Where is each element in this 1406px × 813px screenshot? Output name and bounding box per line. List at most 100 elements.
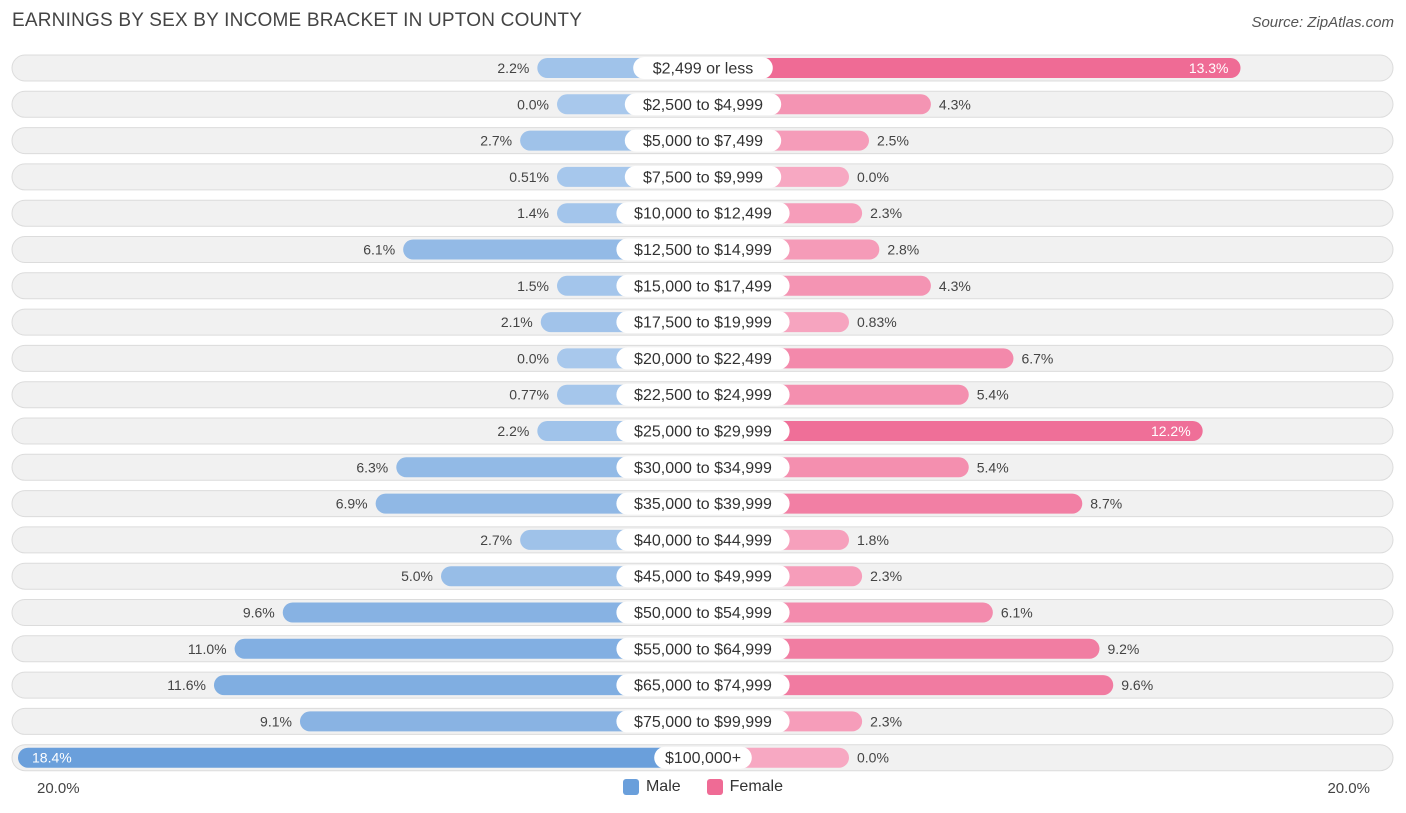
female-value-label: 2.5% [877, 133, 909, 149]
male-bar [213, 675, 703, 696]
female-value-label: 2.3% [870, 568, 902, 584]
female-bar [703, 493, 1083, 514]
male-bar [299, 711, 703, 732]
category-label: $35,000 to $39,999 [634, 496, 772, 513]
male-value-label: 6.1% [363, 242, 395, 258]
category-label: $7,500 to $9,999 [643, 169, 763, 186]
male-value-label: 11.0% [188, 641, 227, 657]
male-value-label: 9.6% [243, 605, 275, 621]
chart-title: EARNINGS BY SEX BY INCOME BRACKET IN UPT… [12, 10, 583, 31]
male-value-label: 5.0% [401, 568, 433, 584]
category-label: $2,500 to $4,999 [643, 97, 763, 114]
female-value-label: 12.2% [1151, 423, 1191, 439]
legend-label-female: Female [729, 778, 784, 795]
category-pill [624, 165, 782, 188]
female-value-label: 6.7% [1021, 350, 1053, 366]
category-label: $17,500 to $19,999 [634, 315, 772, 332]
female-value-label: 5.4% [977, 387, 1009, 403]
category-pill [616, 347, 790, 370]
female-value-label: 9.2% [1107, 641, 1139, 657]
male-value-label: 2.2% [497, 423, 529, 439]
category-pill [616, 710, 790, 733]
category-pill [616, 601, 790, 624]
male-value-label: 1.5% [517, 278, 549, 294]
female-value-label: 8.7% [1090, 496, 1122, 512]
male-value-label: 0.51% [509, 169, 549, 185]
female-bar [703, 421, 1203, 441]
category-pill [624, 129, 782, 152]
female-value-label: 4.3% [939, 96, 971, 112]
chart-canvas: $2,499 or less 2.2% 13.3% $2,500 to $4,999 0… [11, 54, 1394, 772]
legend-label-male: Male [645, 778, 681, 795]
category-label: $10,000 to $12,499 [634, 206, 772, 223]
category-label: $75,000 to $99,999 [634, 714, 772, 731]
category-pill [616, 492, 790, 515]
female-value-label: 0.83% [857, 314, 897, 330]
category-label: $25,000 to $29,999 [634, 424, 772, 441]
male-value-label: 0.77% [509, 387, 549, 403]
category-label: $22,500 to $24,999 [634, 387, 772, 404]
male-value-label: 11.6% [167, 677, 206, 693]
category-label: $50,000 to $54,999 [634, 605, 772, 622]
category-label: $2,499 or less [653, 61, 754, 78]
female-value-label: 0.0% [857, 750, 889, 766]
legend-item-male[interactable]: Male [622, 778, 681, 796]
female-value-label: 5.4% [977, 459, 1009, 475]
category-pill [616, 420, 790, 442]
category-label: $15,000 to $17,499 [634, 278, 772, 295]
male-value-label: 9.1% [260, 713, 292, 729]
category-label: $40,000 to $44,999 [634, 532, 772, 549]
male-bar [282, 602, 703, 623]
category-label: $100,000+ [665, 750, 741, 767]
category-pill [624, 93, 782, 116]
female-bar [703, 675, 1114, 696]
category-pill [616, 528, 790, 551]
female-value-label: 0.0% [857, 169, 889, 185]
source-label: Source: ZipAtlas.com [1251, 14, 1394, 31]
category-label: $65,000 to $74,999 [634, 678, 772, 695]
female-value-label: 13.3% [1189, 60, 1229, 76]
category-label: $20,000 to $22,499 [634, 351, 772, 368]
female-bar [703, 638, 1100, 659]
female-bar [703, 58, 1241, 78]
male-value-label: 0.0% [517, 96, 549, 112]
category-pill [616, 674, 790, 697]
female-value-label: 9.6% [1121, 677, 1153, 693]
category-label: $5,000 to $7,499 [643, 133, 763, 150]
axis-max-label: 20.0% [1327, 780, 1370, 797]
female-value-label: 2.3% [870, 713, 902, 729]
male-value-label: 6.9% [336, 496, 368, 512]
legend-item-female[interactable]: Female [706, 778, 784, 796]
category-label: $12,500 to $14,999 [634, 242, 772, 259]
female-value-label: 6.1% [1001, 605, 1033, 621]
male-value-label: 2.7% [480, 532, 512, 548]
female-value-label: 2.8% [887, 242, 919, 258]
male-value-label: 2.7% [480, 133, 512, 149]
male-value-label: 2.1% [501, 314, 533, 330]
female-value-label: 1.8% [857, 532, 889, 548]
category-pill [633, 57, 773, 79]
category-label: $45,000 to $49,999 [634, 569, 772, 586]
female-value-label: 2.3% [870, 205, 902, 221]
category-pill [616, 637, 790, 660]
male-swatch-icon [622, 779, 639, 795]
female-swatch-icon [706, 779, 723, 795]
category-pill [616, 383, 790, 406]
male-value-label: 1.4% [517, 205, 549, 221]
male-value-label: 0.0% [517, 350, 549, 366]
category-pill [616, 238, 790, 261]
category-pill [616, 456, 790, 479]
category-pill [616, 565, 790, 588]
category-label: $30,000 to $34,999 [634, 460, 772, 477]
male-bar [18, 747, 703, 768]
male-value-label: 2.2% [497, 60, 529, 76]
male-bar [234, 638, 703, 659]
male-value-label: 18.4% [32, 750, 72, 766]
category-pill [616, 274, 790, 297]
female-value-label: 4.3% [939, 278, 971, 294]
category-label: $55,000 to $64,999 [634, 641, 772, 658]
axis-min-label: 20.0% [37, 780, 80, 797]
legend: Male Female [0, 778, 1406, 796]
category-pill [616, 311, 790, 334]
category-pill [654, 746, 752, 769]
